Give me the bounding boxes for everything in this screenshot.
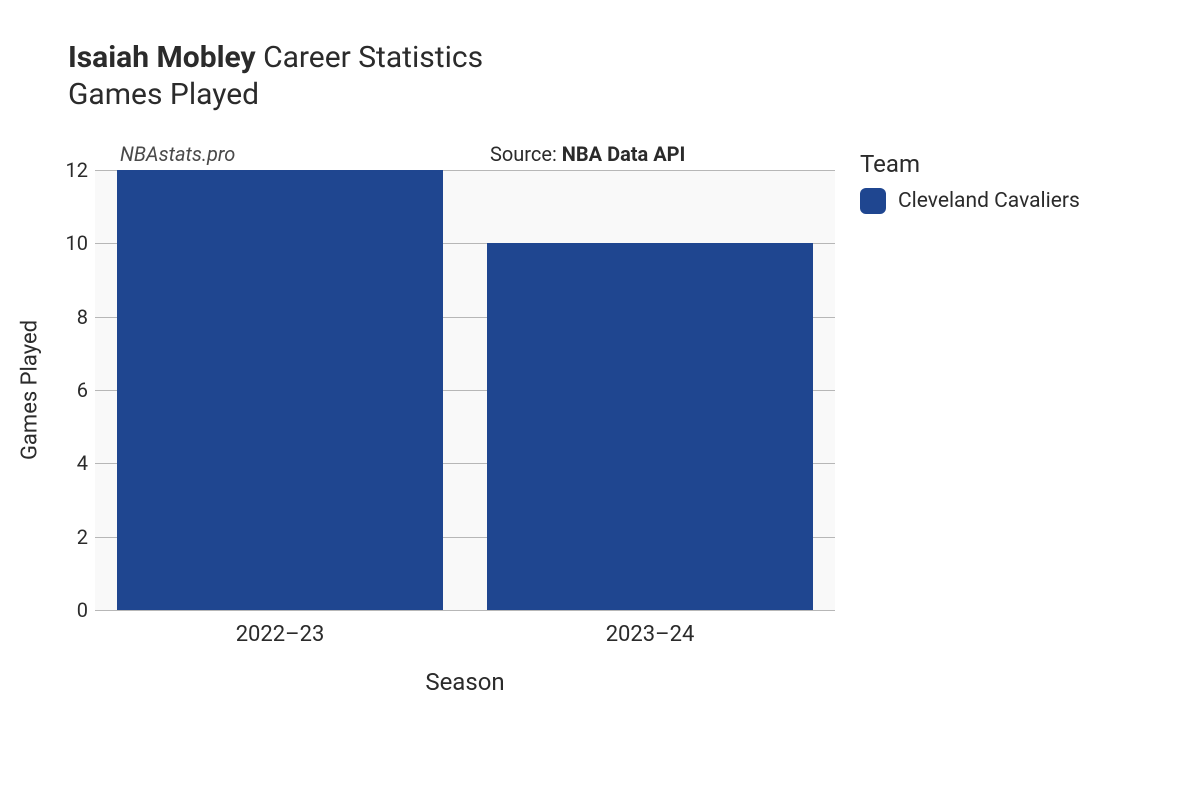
legend-swatch-icon	[860, 188, 886, 214]
watermark-text: NBAstats.pro	[120, 142, 235, 166]
legend-item-label: Cleveland Cavaliers	[898, 189, 1080, 213]
bar	[117, 170, 443, 610]
chart-subtitle: Games Played	[68, 77, 483, 112]
y-tick-label: 6	[0, 378, 88, 402]
x-tick-label: 2023–24	[606, 622, 695, 647]
bar	[487, 243, 813, 610]
title-suffix: Career Statistics	[256, 40, 483, 75]
x-tick-label: 2022–23	[236, 622, 325, 647]
legend-item: Cleveland Cavaliers	[860, 188, 1080, 214]
y-tick-label: 2	[0, 525, 88, 549]
legend-title: Team	[860, 150, 1080, 178]
plot-area	[95, 170, 835, 610]
y-tick-label: 0	[0, 598, 88, 622]
chart-title-block: Isaiah Mobley Career Statistics Games Pl…	[68, 40, 483, 112]
gridline	[95, 610, 835, 611]
legend: Team Cleveland Cavaliers	[860, 150, 1080, 214]
y-tick-label: 4	[0, 451, 88, 475]
y-tick-label: 10	[0, 231, 88, 255]
source-name: NBA Data API	[562, 142, 686, 166]
source-attribution: Source: NBA Data API	[490, 142, 685, 166]
chart-title-line1: Isaiah Mobley Career Statistics	[68, 40, 483, 75]
x-axis-title: Season	[425, 668, 504, 696]
y-tick-label: 12	[0, 158, 88, 182]
player-name: Isaiah Mobley	[68, 40, 256, 75]
source-prefix: Source:	[490, 142, 562, 166]
y-tick-label: 8	[0, 305, 88, 329]
